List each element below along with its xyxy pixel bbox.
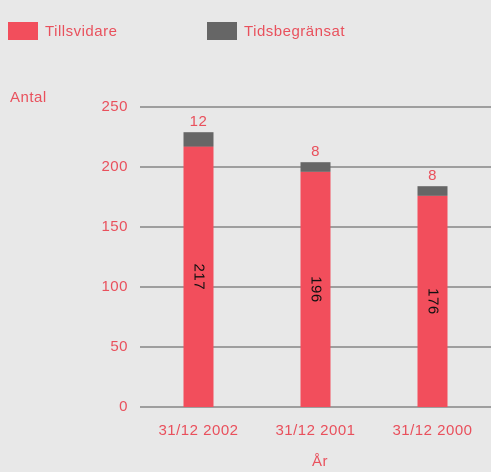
data-label: 176 xyxy=(425,288,442,315)
legend-swatch xyxy=(207,22,237,40)
y-tick-label: 50 xyxy=(110,338,128,355)
y-tick-label: 150 xyxy=(101,218,128,235)
y-axis-label: Antal xyxy=(10,89,47,106)
data-label: 12 xyxy=(190,113,208,130)
y-tick-label: 200 xyxy=(101,158,128,175)
bar-segment xyxy=(417,195,448,407)
bar-segment xyxy=(300,171,331,407)
data-label: 8 xyxy=(311,143,320,160)
y-tick-label: 100 xyxy=(101,278,128,295)
data-label: 8 xyxy=(428,167,437,184)
bar-segment xyxy=(183,146,214,407)
x-tick-label: 31/12 2001 xyxy=(275,422,355,439)
bar-segment xyxy=(300,162,331,172)
legend-swatch xyxy=(8,22,38,40)
bar-segment xyxy=(417,186,448,196)
y-tick-label: 0 xyxy=(119,398,128,415)
data-label: 196 xyxy=(308,276,325,303)
x-tick-label: 31/12 2002 xyxy=(158,422,238,439)
bar-segment xyxy=(183,132,214,147)
data-label: 217 xyxy=(191,264,208,291)
y-tick-label: 250 xyxy=(101,98,128,115)
legend-label: Tidsbegränsat xyxy=(244,23,345,40)
x-tick-label: 31/12 2000 xyxy=(392,422,472,439)
x-axis-label: År xyxy=(312,453,328,470)
legend-label: Tillsvidare xyxy=(45,23,117,40)
